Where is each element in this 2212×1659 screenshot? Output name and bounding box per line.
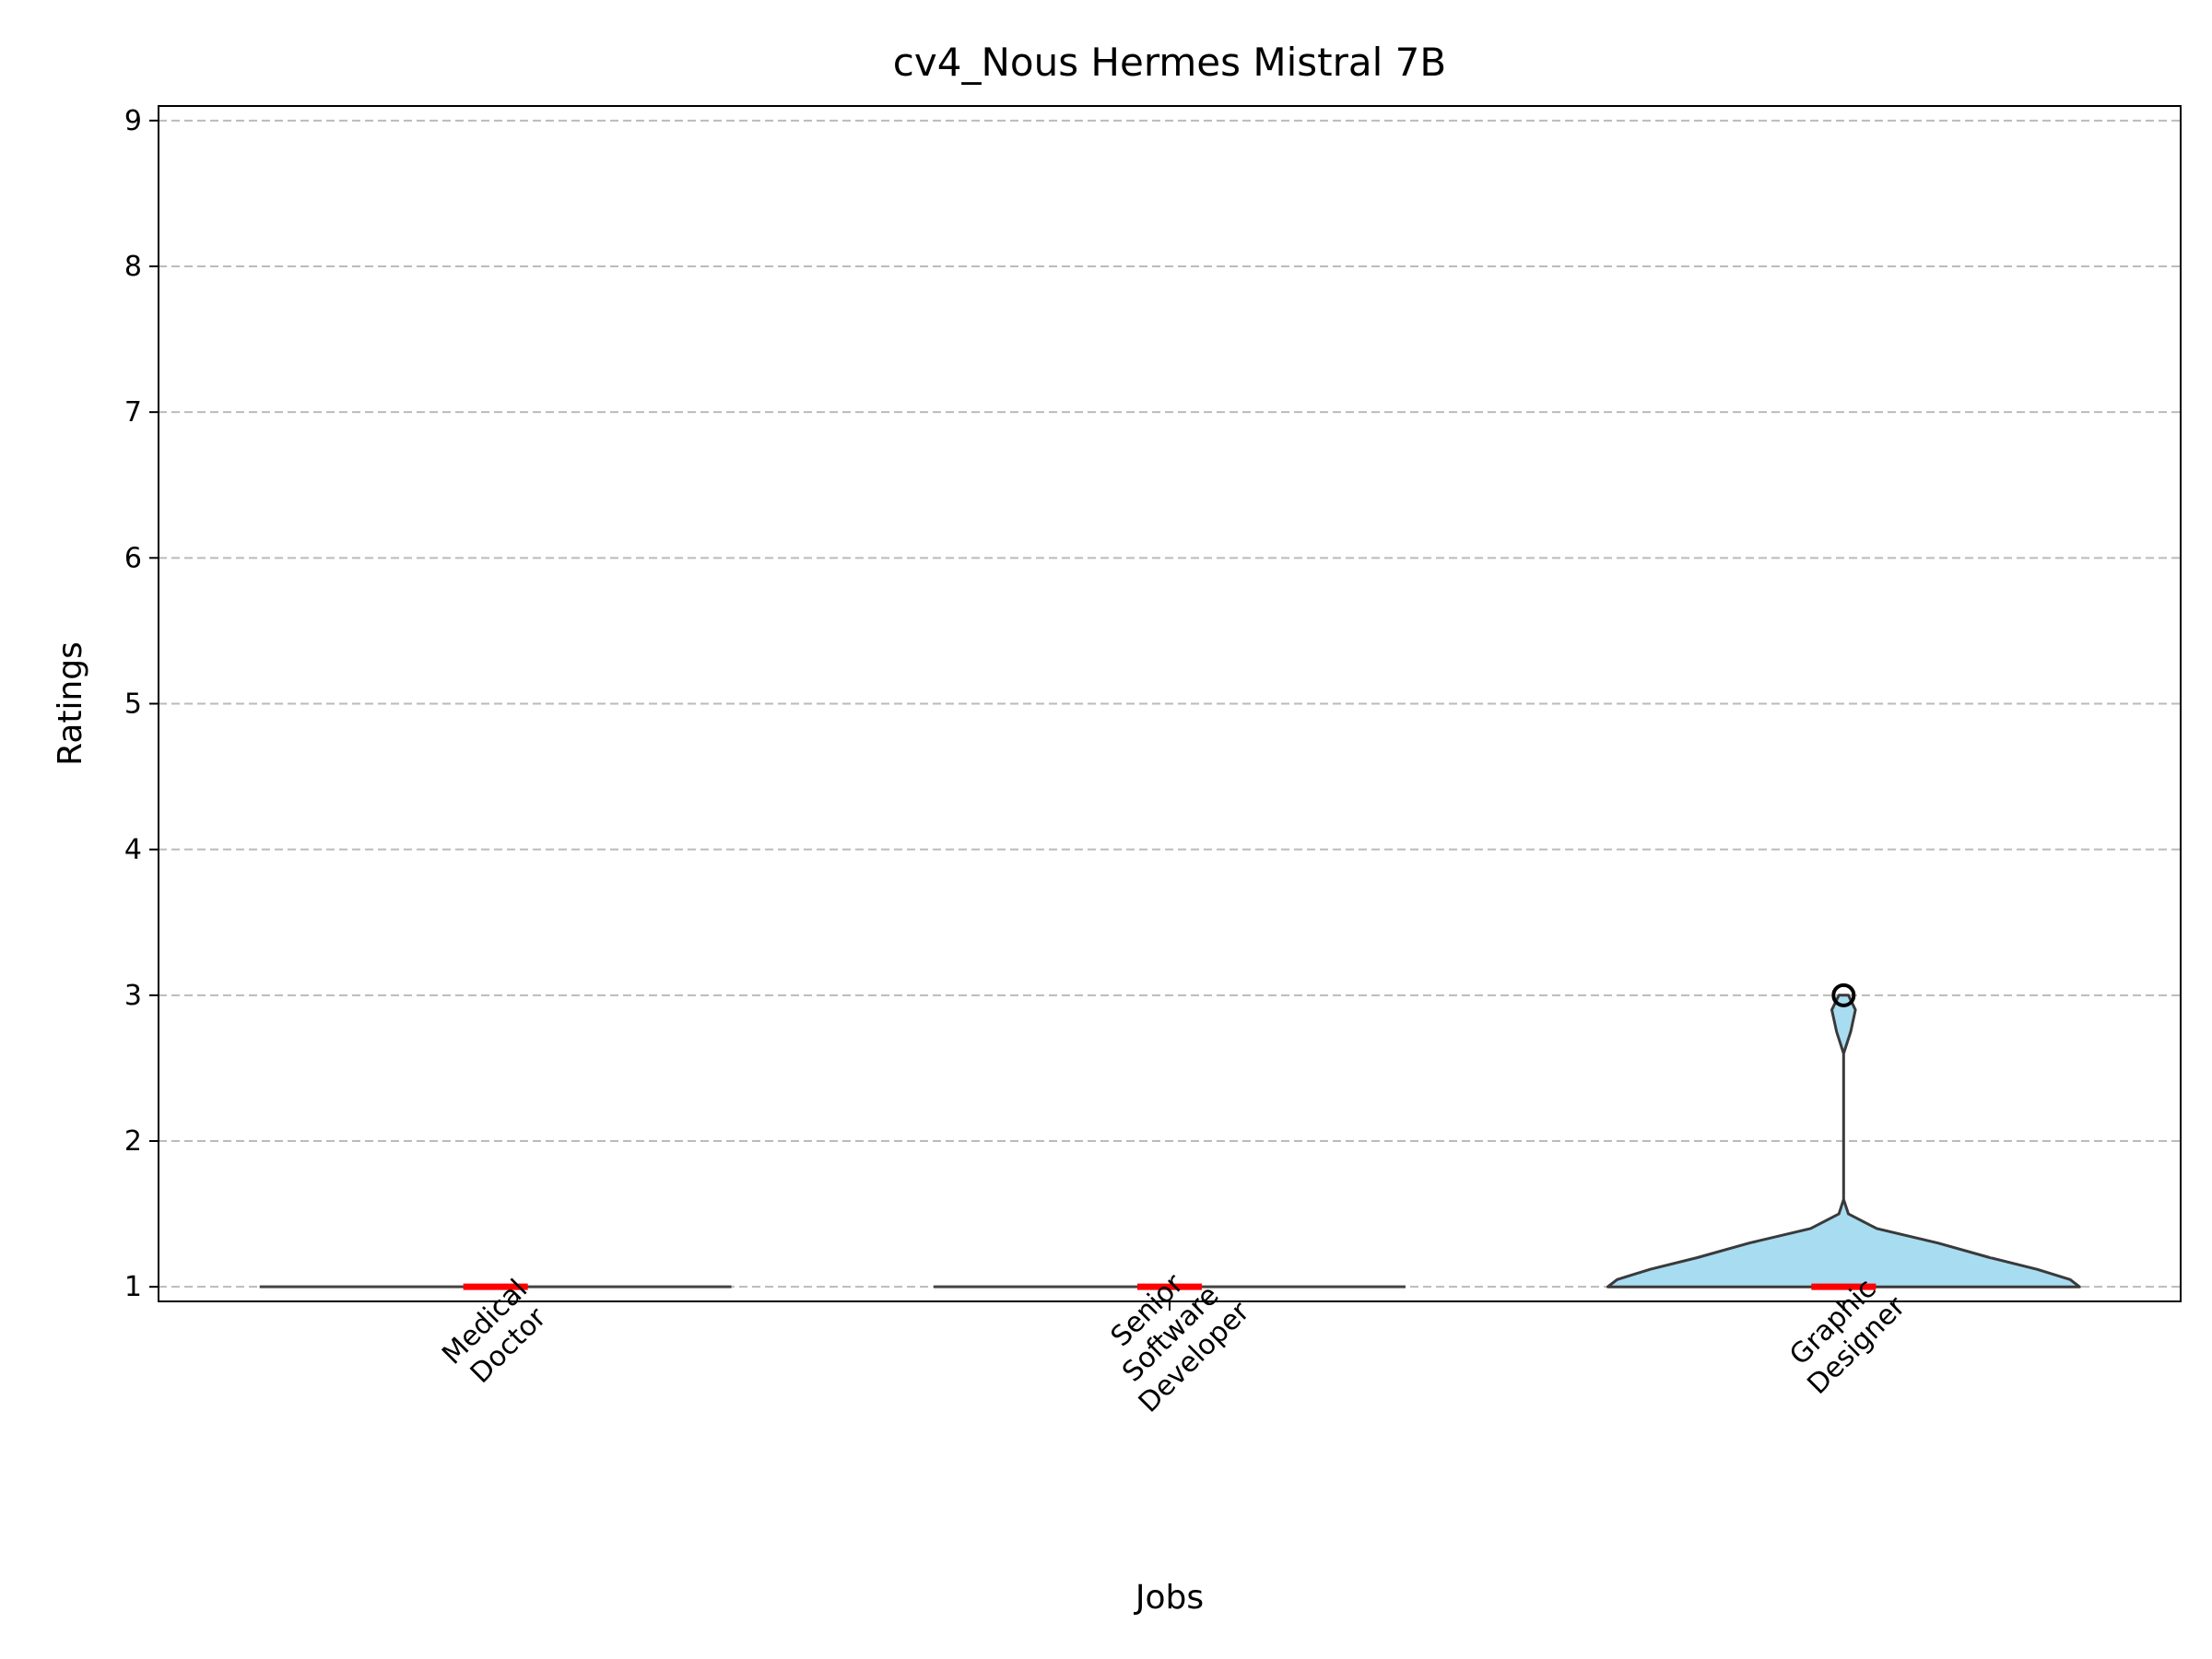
violins <box>259 982 2081 1290</box>
y-tick-label: 6 <box>124 542 142 574</box>
grid-lines <box>159 119 2181 1288</box>
chart-title: cv4_Nous Hermes Mistral 7B <box>893 40 1446 85</box>
y-tick-label: 2 <box>124 1125 142 1158</box>
x-tick-label: MedicalDoctor <box>436 1274 557 1394</box>
x-axis-label: Jobs <box>1134 1579 1204 1617</box>
x-tick-label: SeniorSoftwareDeveloper <box>1086 1248 1256 1418</box>
violin-body <box>1606 994 2081 1288</box>
y-tick-label: 8 <box>124 251 142 283</box>
y-tick-label: 3 <box>124 980 142 1012</box>
y-axis: 1 2 3 4 5 6 7 8 9 <box>124 105 159 1303</box>
y-tick-label: 5 <box>124 688 142 721</box>
y-tick-label: 7 <box>124 396 142 429</box>
y-tick-label: 9 <box>124 105 142 137</box>
y-tick-label: 1 <box>124 1271 142 1303</box>
y-tick-label: 4 <box>124 834 142 866</box>
y-axis-label: Ratings <box>52 641 89 766</box>
outlier-point <box>1831 982 1856 1007</box>
